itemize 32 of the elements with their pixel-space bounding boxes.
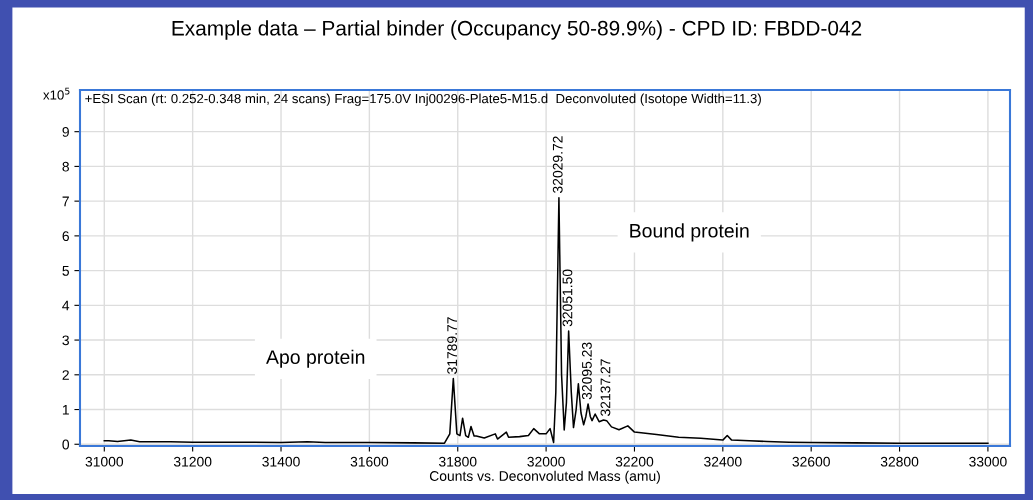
x-tick-label: 31400	[262, 456, 300, 467]
x-tick-label: 32000	[527, 456, 565, 467]
y-tick-label: 4	[62, 300, 70, 311]
y-tick-label: 5	[62, 266, 69, 276]
y-tick-label: 7	[62, 196, 69, 207]
x-tick-label: 32600	[792, 456, 830, 467]
annotation: 32051.50	[562, 269, 573, 327]
chart-title: Example data – Partial binder (Occupancy 50-89.9%) - CPD ID: FBDD-042	[172, 20, 862, 40]
text: x10$^{5}$	[43, 87, 70, 100]
annotation: Bound protein	[630, 223, 749, 242]
y-tick-label: 6	[62, 231, 69, 242]
y-tick-label: 2	[62, 370, 69, 380]
annotation: 32137.27	[600, 359, 611, 416]
x-tick-label: 32200	[615, 456, 654, 467]
annotation: Apo protein	[266, 349, 365, 368]
x-tick-label: 31200	[173, 456, 212, 467]
y-tick-label: 3	[62, 335, 69, 346]
y-tick-label: 9	[62, 127, 69, 137]
annotation: 31789.77	[447, 317, 458, 374]
annotation: +ESI Scan (rt: 0.252-0.348 min, 24 scans) Frag=175.0V Inj00296-Plate5-M15.d Deconvoluted (Isotope Width=11.3)	[85, 93, 761, 106]
y-tick-label: 1	[62, 405, 69, 415]
y-tick-label: 8	[62, 161, 69, 172]
x-tick-label: 32400	[704, 456, 742, 467]
x-axis-title: Counts vs. Deconvoluted Mass (amu)	[429, 470, 660, 484]
x-tick-label: 33000	[969, 456, 1007, 467]
y-tick-label: 0	[62, 439, 70, 450]
x-tick-label: 31000	[85, 456, 124, 467]
x-tick-label: 32800	[880, 456, 919, 467]
x-tick-label: 31800	[438, 456, 477, 467]
x-tick-label: 31600	[350, 456, 389, 467]
annotation: 32095.23	[581, 342, 592, 400]
annotation: 32029.72	[552, 136, 563, 193]
